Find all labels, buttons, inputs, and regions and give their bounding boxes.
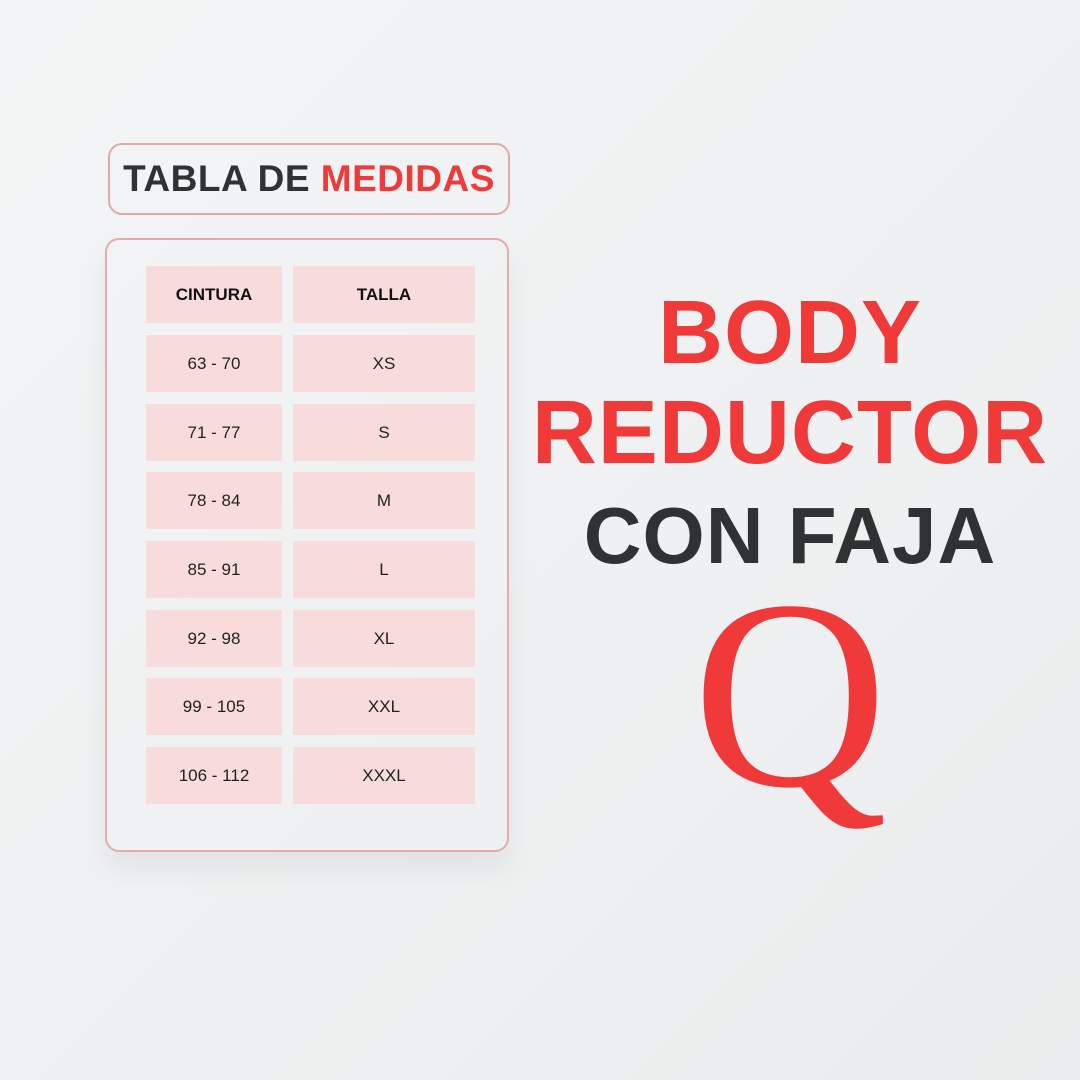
cell-talla: L	[293, 541, 475, 598]
product-title-line-1: BODY	[657, 283, 923, 383]
brand-logo: Q	[692, 545, 888, 844]
cell-talla: XXL	[293, 678, 475, 735]
product-title-line-3: CON FAJA	[583, 491, 997, 580]
title-part-2: MEDIDAS	[320, 158, 495, 199]
cell-talla: S	[293, 404, 475, 461]
cell-talla: XL	[293, 610, 475, 667]
header-cintura: CINTURA	[146, 266, 282, 323]
cell-cintura: 99 - 105	[146, 678, 282, 735]
cell-cintura: 106 - 112	[146, 747, 282, 804]
cell-talla: XS	[293, 335, 475, 392]
cell-talla: M	[293, 472, 475, 529]
size-chart-title: TABLA DE MEDIDAS	[108, 143, 510, 215]
size-table-panel	[105, 238, 509, 852]
cell-cintura: 85 - 91	[146, 541, 282, 598]
product-title-line-2: REDUCTOR	[531, 383, 1049, 483]
cell-cintura: 63 - 70	[146, 335, 282, 392]
cell-talla: XXXL	[293, 747, 475, 804]
cell-cintura: 92 - 98	[146, 610, 282, 667]
cell-cintura: 78 - 84	[146, 472, 282, 529]
cell-cintura: 71 - 77	[146, 404, 282, 461]
header-talla: TALLA	[293, 266, 475, 323]
title-part-1: TABLA DE	[123, 158, 311, 199]
